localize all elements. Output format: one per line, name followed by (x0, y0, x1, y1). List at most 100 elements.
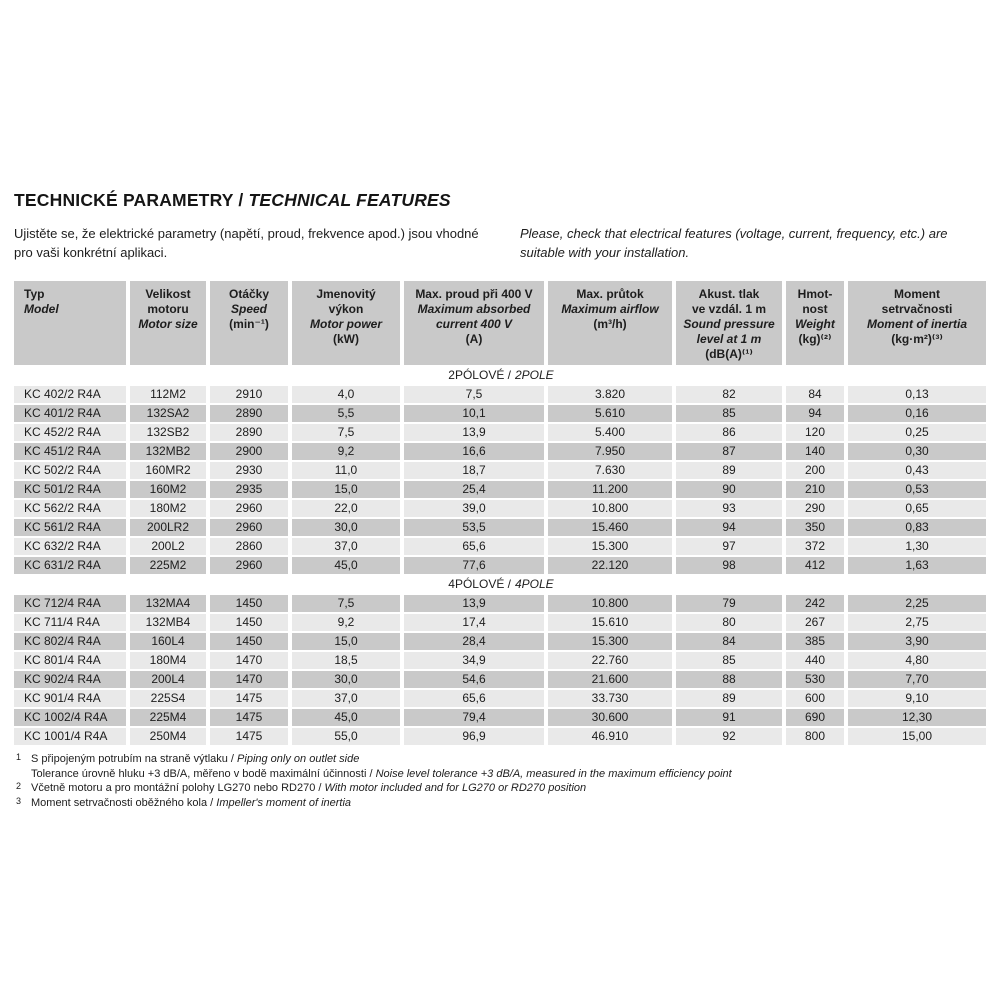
value-cell: 84 (786, 386, 844, 403)
value-cell: 65,6 (404, 690, 544, 707)
table-row: KC 501/2 R4A 160M2 2935 15,0 25,4 11.200 90 210… (14, 481, 988, 498)
value-cell: 3,90 (848, 633, 986, 650)
table-row: KC 902/4 R4A 200L4 1470 30,0 54,6 21.600 88 530… (14, 671, 988, 688)
value-cell: 5.610 (548, 405, 672, 422)
value-cell: 0,30 (848, 443, 986, 460)
value-cell: 79 (676, 595, 782, 612)
value-cell: 2960 (210, 500, 288, 517)
value-cell: 90 (676, 481, 782, 498)
value-cell: 12,30 (848, 709, 986, 726)
column-header-max-airflow: Max. průtok Maximum airflow (m³/h) (548, 281, 672, 365)
column-header-line: Speed (230, 302, 267, 316)
value-cell: 18,7 (404, 462, 544, 479)
value-cell: 440 (786, 652, 844, 669)
table-row: KC 802/4 R4A 160L4 1450 15,0 28,4 15.300 84 385… (14, 633, 988, 650)
value-cell: 28,4 (404, 633, 544, 650)
table-row: KC 631/2 R4A 225M2 2960 45,0 77,6 22.120 98 412… (14, 557, 988, 574)
value-cell: 80 (676, 614, 782, 631)
value-cell: 7,5 (292, 424, 400, 441)
value-cell: 5,5 (292, 405, 400, 422)
value-cell: 97 (676, 538, 782, 555)
value-cell: 0,65 (848, 500, 986, 517)
column-header-line: setrvačnosti (881, 302, 953, 316)
value-cell: 2,75 (848, 614, 986, 631)
column-header-line: Max. průtok (576, 287, 644, 301)
value-cell: 30.600 (548, 709, 672, 726)
page: TECHNICKÉ PARAMETRY / TECHNICAL FEATURES… (14, 190, 988, 810)
value-cell: 2890 (210, 424, 288, 441)
column-header-line: Hmot- (797, 287, 833, 301)
value-cell: 412 (786, 557, 844, 574)
value-cell: 10,1 (404, 405, 544, 422)
column-header-speed: Otáčky Speed (min⁻¹) (210, 281, 288, 365)
value-cell: 4,80 (848, 652, 986, 669)
value-cell: 2910 (210, 386, 288, 403)
column-header-line: (kW) (333, 332, 359, 346)
value-cell: 1475 (210, 690, 288, 707)
page-title-english: TECHNICAL FEATURES (248, 190, 451, 210)
model-cell: KC 712/4 R4A (14, 595, 126, 612)
model-cell: KC 501/2 R4A (14, 481, 126, 498)
table-row: KC 561/2 R4A 200LR2 2960 30,0 53,5 15.460 94 35… (14, 519, 988, 536)
value-cell: 0,43 (848, 462, 986, 479)
value-cell: 200L4 (130, 671, 206, 688)
page-title-czech: TECHNICKÉ PARAMETRY / (14, 190, 244, 210)
value-cell: 91 (676, 709, 782, 726)
value-cell: 7,5 (292, 595, 400, 612)
value-cell: 22.760 (548, 652, 672, 669)
model-cell: KC 451/2 R4A (14, 443, 126, 460)
value-cell: 94 (676, 519, 782, 536)
value-cell: 13,9 (404, 595, 544, 612)
model-cell: KC 561/2 R4A (14, 519, 126, 536)
column-header-motor-power: Jmenovitý výkon Motor power (kW) (292, 281, 400, 365)
value-cell: 55,0 (292, 728, 400, 745)
footnote-text-en: With motor included and for LG270 or RD2… (324, 782, 587, 794)
footnote-2-marker: 2 (16, 781, 22, 791)
value-cell: 11.200 (548, 481, 672, 498)
footnote-text-en: Impeller's moment of inertia (216, 796, 352, 809)
table-row: KC 401/2 R4A 132SA2 2890 5,5 10,1 5.610 85 94 0,… (14, 405, 988, 422)
value-cell: 15,0 (292, 481, 400, 498)
value-cell: 89 (676, 462, 782, 479)
value-cell: 94 (786, 405, 844, 422)
value-cell: 0,13 (848, 386, 986, 403)
section-label-en: 2POLE (515, 368, 554, 382)
value-cell: 87 (676, 443, 782, 460)
value-cell: 132SA2 (130, 405, 206, 422)
value-cell: 160M2 (130, 481, 206, 498)
table-header: Typ Model Velikost motoru Motor size Otáčky Sp… (14, 281, 988, 365)
column-header-line: (kg)⁽²⁾ (798, 332, 832, 346)
column-header-line: (kg·m²)⁽³⁾ (891, 332, 943, 346)
value-cell: 132SB2 (130, 424, 206, 441)
value-cell: 800 (786, 728, 844, 745)
value-cell: 93 (676, 500, 782, 517)
value-cell: 89 (676, 690, 782, 707)
column-header-line: Motor size (138, 317, 198, 331)
value-cell: 5.400 (548, 424, 672, 441)
intro-czech: Ujistěte se, že elektrické parametry (na… (14, 226, 479, 260)
value-cell: 180M4 (130, 652, 206, 669)
column-header-line: Max. proud při 400 V (415, 287, 533, 301)
value-cell: 96,9 (404, 728, 544, 745)
section-header-2pole: 2PÓLOVÉ / 2POLE (14, 367, 988, 384)
value-cell: 22,0 (292, 500, 400, 517)
value-cell: 2860 (210, 538, 288, 555)
table-row: KC 562/2 R4A 180M2 2960 22,0 39,0 10.800 93 290… (14, 500, 988, 517)
value-cell: 13,9 (404, 424, 544, 441)
model-cell: KC 802/4 R4A (14, 633, 126, 650)
column-header-weight: Hmot-nost Weight (kg)⁽²⁾ (786, 281, 844, 365)
value-cell: 3.820 (548, 386, 672, 403)
model-cell: KC 402/2 R4A (14, 386, 126, 403)
column-header-line: Model (24, 302, 59, 316)
footnotes: 1 S připojeným potrubím na straně výtlak… (14, 752, 988, 810)
footnote-1-marker: 1 (16, 752, 22, 762)
value-cell: 1450 (210, 614, 288, 631)
section-label-en: 4POLE (515, 577, 554, 591)
value-cell: 132MA4 (130, 595, 206, 612)
column-header-line: výkon (328, 302, 364, 316)
column-header-line: motoru (147, 302, 189, 316)
footnote-text-en: Noise level tolerance +3 dB/A, measured … (375, 767, 732, 780)
value-cell: 7,5 (404, 386, 544, 403)
value-cell: 15.460 (548, 519, 672, 536)
column-header-sound-pressure: Akust. tlak ve vzdál. 1 m Sound pressure le… (676, 281, 782, 365)
